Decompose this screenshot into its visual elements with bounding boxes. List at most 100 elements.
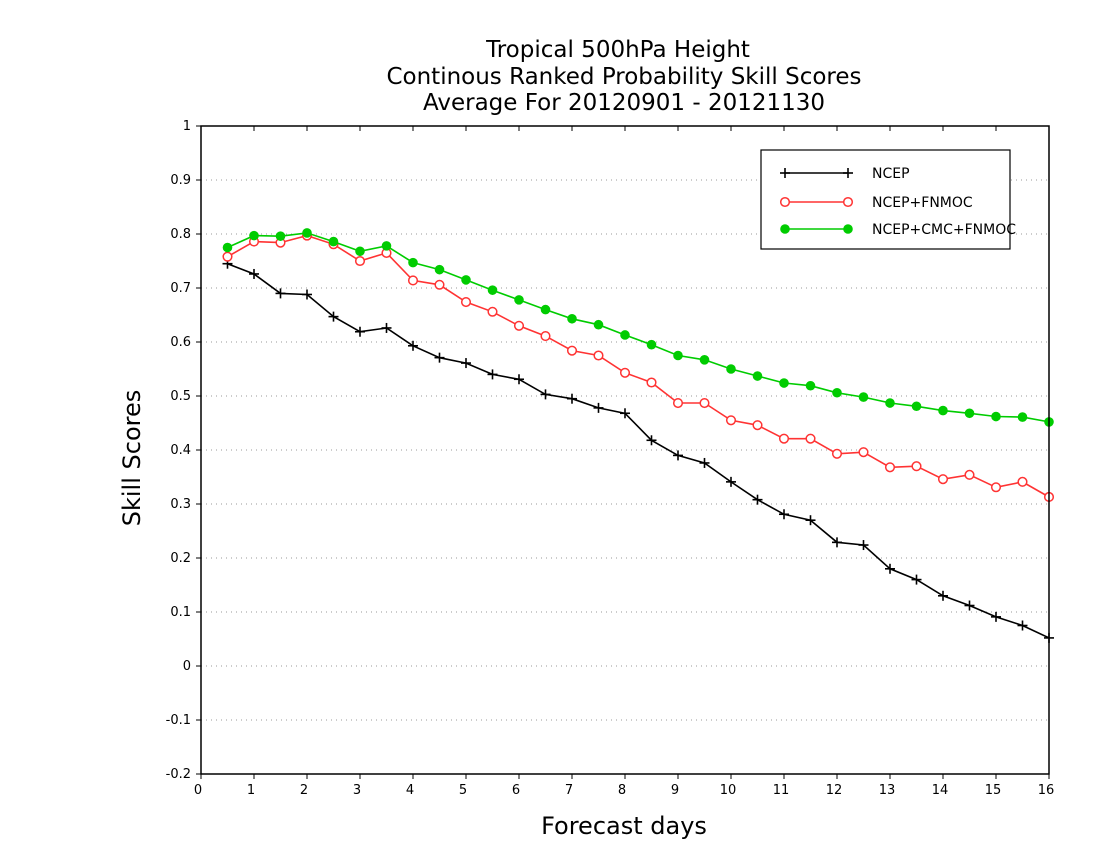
- data-point: [672, 397, 684, 409]
- x-tick-label: 7: [565, 783, 573, 798]
- data-point: [911, 574, 922, 585]
- series-ncep-fnmoc: [222, 230, 1055, 503]
- legend: NCEP NCEP+FNMOC NCEP+CMC+FNMOC: [760, 149, 1016, 250]
- data-point: [514, 295, 524, 305]
- data-point: [991, 411, 1001, 422]
- data-point: [778, 433, 790, 444]
- y-tick-label: -0.1: [166, 713, 191, 728]
- y-tick-label: 0.9: [170, 173, 191, 188]
- legend-marker: [843, 224, 853, 234]
- data-point: [726, 476, 736, 487]
- data-point: [673, 350, 683, 361]
- y-tick-label: 0: [183, 659, 191, 674]
- chart-title-line-2: Continous Ranked Probability Skill Score…: [386, 64, 861, 90]
- data-point: [593, 402, 604, 413]
- data-point: [461, 275, 471, 285]
- x-tick-label: 6: [512, 783, 520, 798]
- data-point: [593, 350, 604, 361]
- x-tick-label: 1: [247, 783, 255, 798]
- data-point: [487, 306, 498, 317]
- data-point: [858, 392, 869, 402]
- data-point: [275, 288, 286, 299]
- x-axis-ticks: 0 1 2 3 4 5 6 7 8 9 10 11 12 13 14 15 16: [194, 126, 1054, 798]
- data-point: [938, 590, 948, 601]
- data-point: [407, 275, 419, 286]
- x-tick-label: 9: [671, 783, 679, 798]
- data-point: [222, 251, 233, 262]
- data-point: [275, 231, 286, 241]
- legend-marker: [842, 196, 854, 208]
- y-tick-label: 0.6: [170, 335, 191, 350]
- series-line: [227, 234, 1050, 498]
- data-point: [355, 246, 365, 257]
- legend-marker: [843, 168, 853, 178]
- x-tick-label: 13: [879, 783, 896, 798]
- x-tick-label: 10: [720, 783, 737, 798]
- data-point: [805, 380, 816, 391]
- data-point: [566, 345, 578, 356]
- data-point: [805, 515, 816, 526]
- data-point: [567, 313, 577, 324]
- data-point: [831, 448, 843, 459]
- data-point: [434, 264, 445, 275]
- data-point: [434, 352, 445, 363]
- legend-label: NCEP: [872, 166, 910, 182]
- chart-title: Tropical 500hPa Height Continous Ranked …: [386, 37, 861, 116]
- x-tick-label: 12: [826, 783, 843, 798]
- data-point: [593, 319, 604, 330]
- data-point: [646, 339, 657, 350]
- x-tick-label: 14: [932, 783, 949, 798]
- data-point: [540, 331, 551, 342]
- x-tick-label: 15: [985, 783, 1002, 798]
- data-point: [832, 537, 842, 548]
- data-point: [725, 415, 737, 426]
- data-point: [381, 241, 392, 251]
- chart-title-line-3: Average For 20120901 - 20121130: [423, 90, 825, 116]
- y-tick-label: 1: [183, 119, 191, 134]
- legend-marker: [780, 224, 790, 234]
- legend-marker: [779, 196, 791, 208]
- data-point: [434, 279, 445, 290]
- data-point: [249, 230, 259, 241]
- data-point: [354, 255, 366, 267]
- series-layer: [222, 228, 1055, 643]
- y-tick-label: 0.3: [170, 497, 191, 512]
- legend-label: NCEP+FNMOC: [872, 195, 973, 211]
- data-point: [461, 358, 471, 369]
- legend-item-ncep: NCEP: [780, 166, 910, 182]
- data-point: [540, 389, 551, 400]
- data-point: [885, 563, 895, 574]
- legend-marker: [780, 168, 790, 178]
- data-point: [620, 408, 630, 419]
- data-point: [620, 330, 630, 340]
- data-point: [1017, 412, 1028, 422]
- data-point: [805, 433, 816, 444]
- data-point: [911, 461, 922, 472]
- data-point: [673, 450, 683, 461]
- series-line: [227, 232, 1050, 423]
- data-point: [752, 420, 763, 431]
- data-point: [619, 367, 631, 378]
- x-tick-label: 3: [353, 783, 361, 798]
- data-point: [964, 600, 975, 611]
- y-axis-ticks: -0.2 -0.1 0 0.1 0.2 0.3 0.4 0.5 0.6 0.7 0.8 0.9 1: [166, 119, 201, 782]
- data-point: [514, 374, 524, 385]
- x-tick-label: 11: [773, 783, 790, 798]
- data-point: [646, 377, 657, 388]
- data-point: [726, 364, 736, 374]
- data-point: [884, 462, 896, 473]
- data-point: [911, 401, 922, 412]
- data-point: [779, 378, 789, 388]
- y-tick-label: 0.7: [170, 281, 191, 296]
- data-point: [752, 494, 763, 505]
- data-point: [249, 268, 259, 279]
- data-point: [752, 371, 763, 381]
- x-tick-label: 2: [300, 783, 308, 798]
- x-tick-label: 16: [1038, 783, 1055, 798]
- data-point: [222, 242, 233, 253]
- data-point: [964, 469, 975, 480]
- data-point: [779, 509, 789, 520]
- x-tick-label: 0: [194, 783, 202, 798]
- x-tick-label: 8: [618, 783, 626, 798]
